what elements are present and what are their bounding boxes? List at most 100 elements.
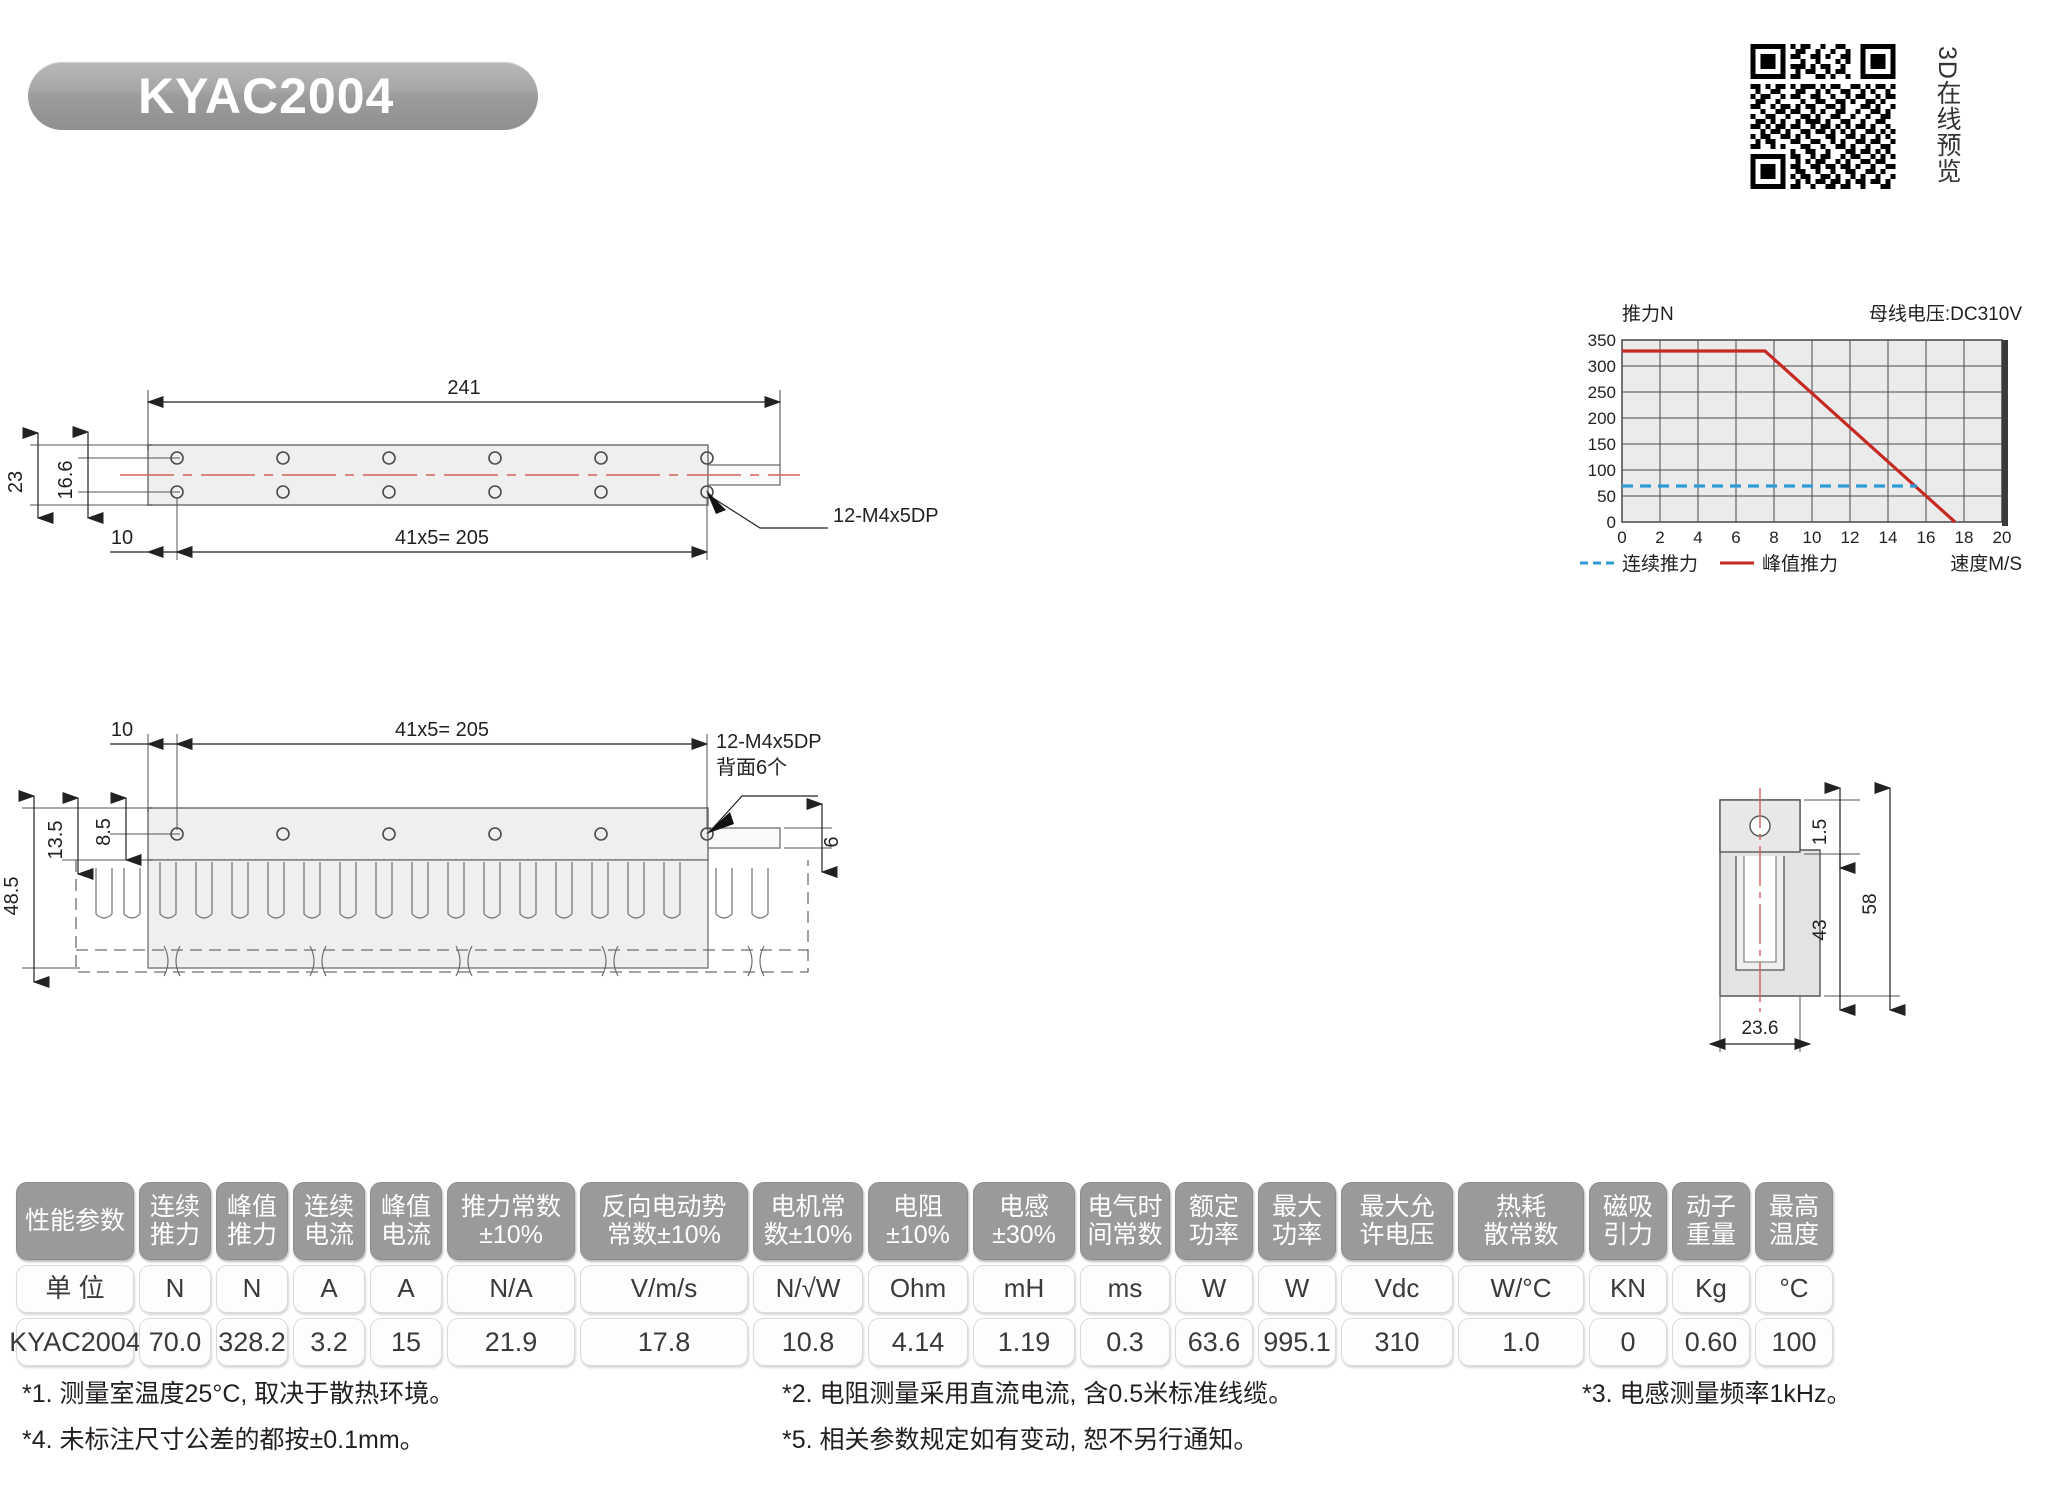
callout-front-view-line1: 12-M4x5DP xyxy=(716,731,822,753)
dim-height-outer: 23 xyxy=(5,471,27,493)
dim-section-top-plate: 1.5 xyxy=(1810,819,1831,845)
spec-header-cell-11: 额定 功率 xyxy=(1175,1182,1253,1260)
svg-text:0: 0 xyxy=(1607,513,1616,532)
spec-unit-cell-12: W xyxy=(1258,1265,1336,1313)
spec-unit-cell-3: A xyxy=(293,1265,365,1313)
spec-header-cell-15: 磁吸 引力 xyxy=(1589,1182,1667,1260)
dim-section-inner-height: 43 xyxy=(1810,919,1831,940)
dim-overall-length: 241 xyxy=(447,377,480,399)
spec-unit-cell-7: N/√W xyxy=(753,1265,863,1313)
model-title-badge: KYAC2004 xyxy=(28,62,538,130)
spec-header-cell-4: 峰值 电流 xyxy=(370,1182,442,1260)
footnote-4: *4. 未标注尺寸公差的都按±0.1mm。 xyxy=(22,1426,425,1454)
spec-value-row: KYAC2004 70.0 328.2 3.2 15 21.9 17.8 10.8 4.14 1.… xyxy=(9,1318,1833,1366)
svg-text:10: 10 xyxy=(1803,528,1822,547)
chart-annotation: 母线电压:DC310V xyxy=(1869,303,2022,325)
chart-xlabel: 速度M/S xyxy=(1950,553,2022,575)
spec-header-cell-9: 电感 ±30% xyxy=(973,1182,1075,1260)
spec-value-cell-10: 0.3 xyxy=(1080,1318,1170,1366)
spec-value-cell-5: 21.9 xyxy=(447,1318,575,1366)
spec-unit-cell-6: V/m/s xyxy=(580,1265,748,1313)
dim-height-inner: 16.6 xyxy=(55,461,77,500)
spec-value-cell-8: 4.14 xyxy=(868,1318,968,1366)
dim-section-overall-height: 58 xyxy=(1860,893,1881,914)
section-view-drawing: 1.5 43 58 23.6 xyxy=(1700,770,2020,1070)
dim-cable: 6 xyxy=(821,836,843,847)
spec-header-cell-8: 电阻 ±10% xyxy=(868,1182,968,1260)
spec-unit-cell-9: mH xyxy=(973,1265,1075,1313)
spec-value-cell-15: 0 xyxy=(1589,1318,1667,1366)
legend-label-peak: 峰值推力 xyxy=(1762,553,1838,575)
svg-text:350: 350 xyxy=(1588,331,1616,350)
spec-value-cell-7: 10.8 xyxy=(753,1318,863,1366)
chart-ylabel: 推力N xyxy=(1622,303,1674,325)
svg-text:8: 8 xyxy=(1769,528,1778,547)
spec-value-cell-9: 1.19 xyxy=(973,1318,1075,1366)
spec-unit-row: 单 位 N N A A N/A V/m/s N/√W Ohm mH ms W W Vdc W/°C KN Kg °… xyxy=(16,1265,1833,1313)
dim-edge-offset: 10 xyxy=(111,527,133,549)
legend-label-continuous: 连续推力 xyxy=(1622,553,1698,575)
svg-text:16: 16 xyxy=(1917,528,1936,547)
spec-unit-cell-11: W xyxy=(1175,1265,1253,1313)
page-title: KYAC2004 xyxy=(138,68,395,124)
spec-unit-cell-15: KN xyxy=(1589,1265,1667,1313)
top-view-drawing: 241 23 16.6 10 41x5= 205 12-M4x5DP xyxy=(0,370,1120,590)
spec-unit-cell-16: Kg xyxy=(1672,1265,1750,1313)
spec-header-cell-16: 动子 重量 xyxy=(1672,1182,1750,1260)
footnote-3: *3. 电感测量频率1kHz。 xyxy=(1582,1380,1852,1408)
svg-text:50: 50 xyxy=(1597,487,1616,506)
spec-header-cell-3: 连续 电流 xyxy=(293,1182,365,1260)
spec-value-cell-12: 995.1 xyxy=(1258,1318,1336,1366)
dim-13-5: 13.5 xyxy=(45,821,67,860)
force-speed-chart: 推力N 母线电压:DC310V 350 300 250 xyxy=(1560,300,2030,575)
spec-value-cell-2: 328.2 xyxy=(216,1318,288,1366)
spec-unit-cell-8: Ohm xyxy=(868,1265,968,1313)
spec-unit-cell-0: 单 位 xyxy=(16,1265,134,1313)
spec-value-cell-17: 100 xyxy=(1755,1318,1833,1366)
spec-unit-cell-1: N xyxy=(139,1265,211,1313)
svg-text:200: 200 xyxy=(1588,409,1616,428)
spec-unit-cell-14: W/°C xyxy=(1458,1265,1584,1313)
spec-value-cell-6: 17.8 xyxy=(580,1318,748,1366)
spec-header-cell-1: 连续 推力 xyxy=(139,1182,211,1260)
dim-front-hole-pitch: 41x5= 205 xyxy=(395,719,489,741)
svg-text:12: 12 xyxy=(1841,528,1860,547)
spec-value-cell-1: 70.0 xyxy=(139,1318,211,1366)
svg-text:300: 300 xyxy=(1588,357,1616,376)
spec-unit-cell-13: Vdc xyxy=(1341,1265,1453,1313)
dim-front-edge-offset: 10 xyxy=(111,719,133,741)
spec-header-cell-7: 电机常 数±10% xyxy=(753,1182,863,1260)
spec-unit-cell-17: °C xyxy=(1755,1265,1833,1313)
spec-value-cell-13: 310 xyxy=(1341,1318,1453,1366)
callout-front-view-line2: 背面6个 xyxy=(716,756,787,779)
spec-value-cell-16: 0.60 xyxy=(1672,1318,1750,1366)
svg-text:2: 2 xyxy=(1655,528,1664,547)
svg-text:250: 250 xyxy=(1588,383,1616,402)
spec-header-cell-13: 最大允 许电压 xyxy=(1341,1182,1453,1260)
svg-text:18: 18 xyxy=(1955,528,1974,547)
series-peak-force xyxy=(1622,349,1957,524)
qr-code-icon[interactable] xyxy=(1728,44,1918,189)
footnote-5: *5. 相关参数规定如有变动, 恕不另行通知。 xyxy=(782,1426,1259,1454)
spec-header-cell-10: 电气时 间常数 xyxy=(1080,1182,1170,1260)
spec-unit-cell-4: A xyxy=(370,1265,442,1313)
spec-header-cell-5: 推力常数 ±10% xyxy=(447,1182,575,1260)
svg-text:14: 14 xyxy=(1879,528,1898,547)
spec-header-cell-14: 热耗 散常数 xyxy=(1458,1182,1584,1260)
dim-8-5: 8.5 xyxy=(93,818,115,846)
callout-top-view: 12-M4x5DP xyxy=(833,505,939,527)
spec-value-cell-11: 63.6 xyxy=(1175,1318,1253,1366)
spec-unit-cell-2: N xyxy=(216,1265,288,1313)
spec-header-cell-0: 性能参数 xyxy=(16,1182,134,1260)
spec-value-cell-0: KYAC2004 xyxy=(9,1318,141,1366)
spec-value-cell-4: 15 xyxy=(370,1318,442,1366)
spec-header-cell-12: 最大 功率 xyxy=(1258,1182,1336,1260)
svg-text:4: 4 xyxy=(1693,528,1702,547)
spec-unit-cell-5: N/A xyxy=(447,1265,575,1313)
svg-text:20: 20 xyxy=(1993,528,2012,547)
spec-header-cell-2: 峰值 推力 xyxy=(216,1182,288,1260)
dim-hole-pitch: 41x5= 205 xyxy=(395,527,489,549)
footnote-1: *1. 测量室温度25°C, 取决于散热环境。 xyxy=(22,1380,455,1408)
spec-header-cell-17: 最高 温度 xyxy=(1755,1182,1833,1260)
